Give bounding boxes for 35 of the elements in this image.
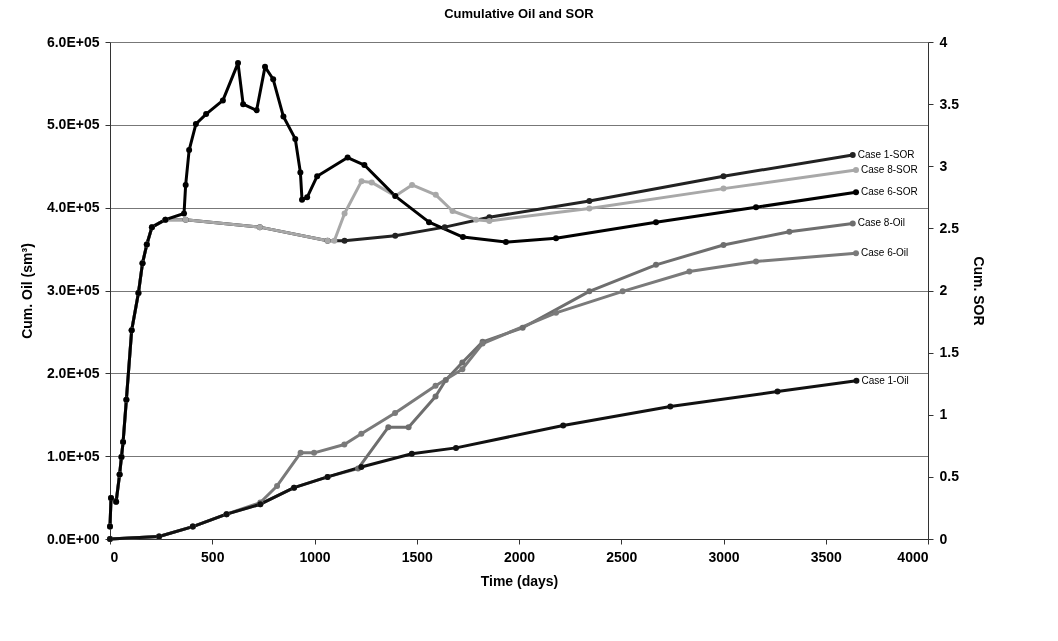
y-axis-title: Cum. Oil (sm³) bbox=[18, 243, 35, 339]
y2-tick-label: 0.5 bbox=[939, 468, 960, 485]
y2-tick-label: 3.5 bbox=[939, 95, 960, 112]
y2-tick-label: 1 bbox=[939, 406, 948, 423]
x-tick-label: 4000 bbox=[897, 548, 929, 565]
y-tick-label: 1.0E+05 bbox=[46, 447, 100, 464]
series-label: Case 1-SOR bbox=[857, 149, 915, 161]
x-tick-label: 500 bbox=[201, 548, 225, 565]
x-tick-label: 0 bbox=[110, 548, 119, 565]
x-tick-label: 2500 bbox=[606, 548, 638, 565]
x-axis-title: Time (days) bbox=[480, 572, 559, 589]
chart-title: Cumulative Oil and SOR bbox=[444, 6, 595, 21]
y-tick-label: 4.0E+05 bbox=[46, 199, 100, 216]
y-tick-label: 6.0E+05 bbox=[46, 33, 100, 50]
y-tick-label: 0.0E+00 bbox=[46, 530, 100, 547]
y2-axis-title: Cum. SOR bbox=[970, 256, 987, 326]
x-tick-label: 1500 bbox=[401, 548, 434, 565]
series-label: Case 1-Oil bbox=[861, 374, 909, 386]
x-tick-label: 1000 bbox=[299, 548, 331, 565]
y-tick-label: 2.0E+05 bbox=[46, 364, 100, 381]
series-label: Case 8-SOR bbox=[861, 163, 918, 175]
y2-tick-label: 3 bbox=[939, 157, 948, 174]
y-tick-label: 5.0E+05 bbox=[46, 116, 100, 133]
y2-tick-label: 1.5 bbox=[939, 344, 960, 361]
y2-tick-label: 4 bbox=[939, 33, 948, 50]
y-tick-label: 3.0E+05 bbox=[46, 282, 100, 298]
x-tick-label: 3000 bbox=[708, 548, 740, 565]
y2-tick-label: 2.5 bbox=[939, 219, 960, 236]
series-label: Case 6-Oil bbox=[861, 247, 909, 259]
y2-tick-label: 0 bbox=[939, 530, 948, 547]
series-label: Case 6-SOR bbox=[861, 186, 918, 198]
y2-tick-label: 2 bbox=[939, 282, 948, 298]
x-tick-label: 3500 bbox=[810, 548, 843, 565]
x-tick-label: 2000 bbox=[503, 548, 536, 565]
series-label: Case 8-Oil bbox=[857, 217, 905, 229]
